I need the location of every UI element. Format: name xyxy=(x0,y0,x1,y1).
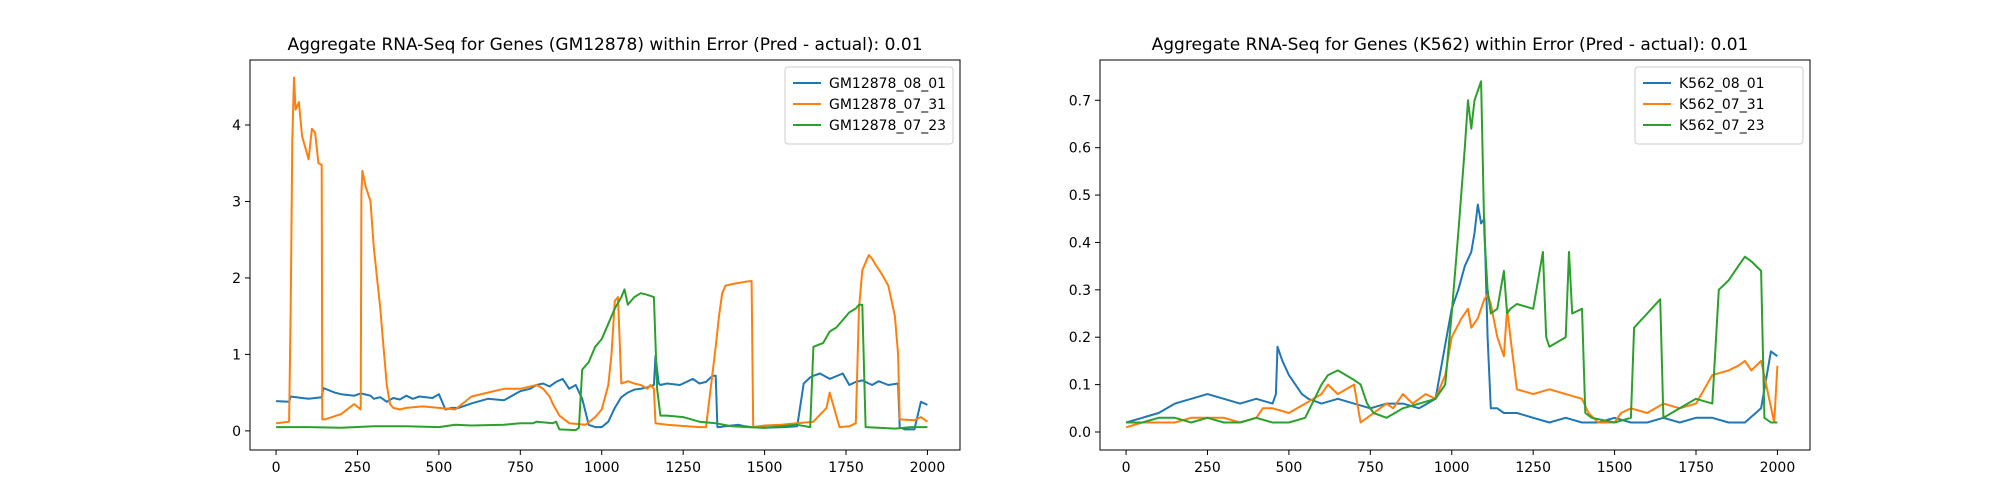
legend-label: GM12878_07_31 xyxy=(829,97,946,113)
x-tick-label: 750 xyxy=(1357,460,1384,476)
axes-frame xyxy=(249,59,961,451)
legend: K562_08_01 K562_07_31 K562_07_23 xyxy=(1634,66,1804,145)
x-tick-label: 250 xyxy=(1194,460,1221,476)
plot-area xyxy=(1125,80,1779,429)
chart-title: Aggregate RNA-Seq for Genes (K562) withi… xyxy=(1152,35,1749,55)
y-tick-label: 0 xyxy=(232,424,241,440)
x-tick-label: 750 xyxy=(507,460,534,476)
x-tick-label: 1250 xyxy=(665,460,701,476)
y-tick-label: 0.7 xyxy=(1069,93,1091,109)
x-tick-label: 1500 xyxy=(747,460,783,476)
y-tick-label: 4 xyxy=(232,118,241,134)
x-tick-label: 1500 xyxy=(1597,460,1633,476)
y-tick-label: 0.1 xyxy=(1069,378,1091,394)
legend-label: K562_07_23 xyxy=(1679,118,1765,134)
series-line-k562-08-01 xyxy=(1125,203,1778,424)
x-tick-label: 500 xyxy=(1276,460,1303,476)
axes-frame xyxy=(1099,59,1811,451)
series-line-gm12878-07-31 xyxy=(275,76,928,429)
legend-box xyxy=(1634,66,1804,145)
x-tick-label: 1000 xyxy=(1434,460,1470,476)
legend: GM12878_08_01 GM12878_07_31 GM12878_07_23 xyxy=(784,66,954,145)
x-tick-label: 1750 xyxy=(828,460,864,476)
x-tick-label: 2000 xyxy=(1760,460,1796,476)
y-tick-label: 3 xyxy=(232,194,241,210)
y-tick-label: 0.3 xyxy=(1069,283,1091,299)
series-line-k562-07-23 xyxy=(1126,80,1778,424)
chart-gm12878: Aggregate RNA-Seq for Genes (GM12878) wi… xyxy=(232,35,961,476)
x-tick-label: 250 xyxy=(344,460,371,476)
legend-label: K562_07_31 xyxy=(1679,97,1765,113)
y-tick-label: 0.0 xyxy=(1069,425,1091,441)
series-line-gm12878-07-23 xyxy=(276,288,928,432)
y-tick-label: 0.2 xyxy=(1069,330,1091,346)
axis-ticks: 0 250 500 750 1000 1250 1500 1750 2000 0.0 0.1 0.2 0… xyxy=(1069,93,1796,476)
x-tick-label: 1000 xyxy=(584,460,620,476)
axis-ticks: 0 250 500 750 1000 1250 1500 1750 2000 0 1 2 3 4 xyxy=(232,118,945,476)
series-line-k562-07-31 xyxy=(1125,293,1779,429)
legend-label: GM12878_07_23 xyxy=(829,118,946,134)
x-tick-label: 0 xyxy=(272,460,281,476)
x-tick-label: 0 xyxy=(1122,460,1131,476)
plot-area xyxy=(275,76,928,432)
x-tick-label: 1750 xyxy=(1678,460,1714,476)
chart-k562: Aggregate RNA-Seq for Genes (K562) withi… xyxy=(1069,35,1811,476)
legend-box xyxy=(784,66,954,145)
legend-label: GM12878_08_01 xyxy=(829,76,946,92)
x-tick-label: 1250 xyxy=(1515,460,1551,476)
x-tick-label: 500 xyxy=(426,460,453,476)
y-tick-label: 0.5 xyxy=(1069,188,1091,204)
x-tick-label: 2000 xyxy=(910,460,946,476)
chart-title: Aggregate RNA-Seq for Genes (GM12878) wi… xyxy=(287,35,922,55)
y-tick-label: 0.6 xyxy=(1069,141,1091,157)
y-tick-label: 1 xyxy=(232,347,241,363)
legend-label: K562_08_01 xyxy=(1679,76,1765,92)
y-tick-label: 0.4 xyxy=(1069,235,1091,251)
y-tick-label: 2 xyxy=(232,271,241,287)
